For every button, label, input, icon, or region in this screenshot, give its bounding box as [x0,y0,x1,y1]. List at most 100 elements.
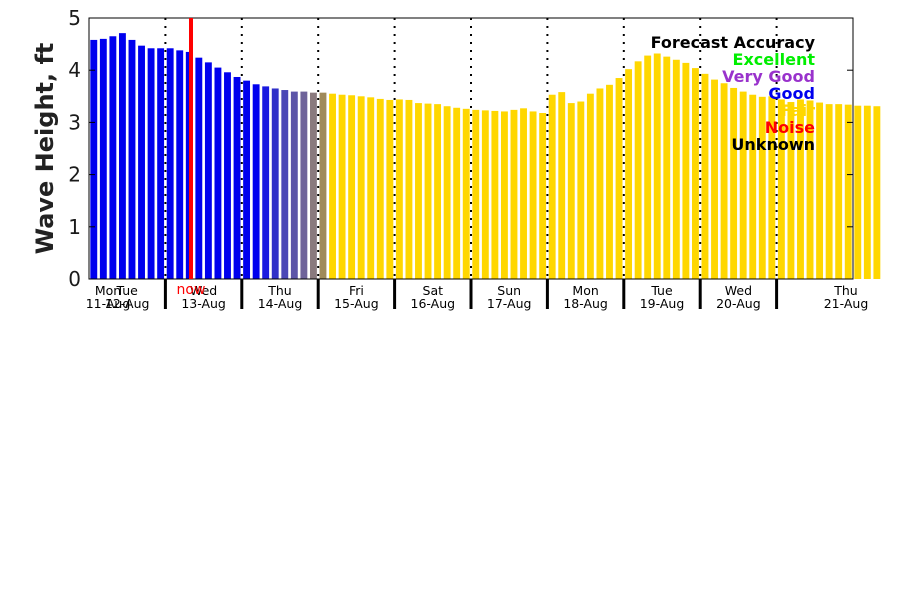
x-day-weekday-8: Tue [650,283,673,298]
bar-71 [768,96,776,279]
bar-72 [777,99,785,280]
bar-24 [319,92,327,280]
bar-51 [577,101,585,280]
x-day-weekday-3: Thu [267,283,291,298]
x-day-date-7: 18-Aug [563,296,608,311]
legend-item-good: Good [768,84,815,103]
bar-40 [472,109,480,280]
bar-45 [520,108,527,279]
bar-15 [233,76,241,280]
bar-80 [854,105,862,279]
bar-14 [224,72,231,279]
bar-11 [195,57,203,279]
bar-28 [357,96,365,279]
bar-9 [176,50,184,279]
bar-64 [701,73,709,279]
bar-5 [138,45,145,279]
x-day-weekday-7: Mon [572,283,598,298]
bar-68 [739,91,747,279]
bar-43 [500,111,508,279]
bar-31 [386,99,394,279]
bar-44 [510,109,518,280]
bar-2 [109,36,117,279]
bar-27 [348,95,356,279]
bar-35 [424,103,432,279]
y-axis-title: Wave Height, ft [31,43,59,255]
bar-69 [749,94,757,279]
bar-74 [797,99,804,280]
y-axis: 0 1 2 3 4 5 [68,6,853,291]
bar-20 [281,90,289,279]
x-day-date-10: 21-Aug [824,296,869,311]
bar-46 [529,111,537,279]
bar-41 [481,110,489,279]
bar-53 [596,88,604,279]
x-day-date-3: 14-Aug [258,296,303,311]
bar-79 [844,104,852,280]
bar-23 [309,92,317,280]
bar-61 [672,59,680,280]
bar-77 [825,104,833,279]
day-separators [164,18,778,279]
bar-73 [787,102,795,279]
bar-60 [663,56,671,279]
bar-78 [835,104,843,279]
x-day-date-9: 20-Aug [716,296,761,311]
x-day-weekday-6: Sun [497,283,521,298]
bar-47 [539,113,547,279]
bar-33 [405,99,413,279]
x-day-weekday-2: Wed [190,283,217,298]
x-day-weekday-10: Thu [833,283,857,298]
x-day-date-0: 11-Aug [86,296,131,311]
bar-81 [863,105,871,279]
x-day-date-2: 13-Aug [181,296,226,311]
bar-6 [147,48,155,279]
y-tick-label-1: 1 [68,215,81,239]
x-axis: Mon11-AugTue12-AugWed13-AugThu14-AugFri1… [86,279,869,311]
legend-item-unknown: Unknown [731,135,815,154]
bar-63 [691,68,699,279]
bar-12 [204,62,212,280]
bar-39 [462,108,470,279]
bar-55 [615,78,623,279]
bar-67 [730,87,738,279]
x-day-date-6: 17-Aug [487,296,532,311]
bar-65 [711,79,718,279]
bar-18 [262,86,270,279]
x-day-weekday-5: Sat [423,283,444,298]
bar-29 [367,97,375,279]
x-day-date-1: 12-Aug [105,296,150,311]
bar-50 [567,103,575,279]
bar-76 [816,102,824,279]
bar-group [90,33,881,280]
bar-42 [491,110,499,279]
y-tick-label-0: 0 [68,267,81,291]
bar-38 [453,107,461,279]
bar-22 [300,91,308,279]
y-tick-label-4: 4 [68,58,81,82]
bar-75 [806,100,814,279]
bar-49 [558,92,566,280]
bar-34 [415,103,422,279]
bar-3 [118,33,126,279]
bar-1 [99,38,107,279]
bar-13 [214,67,222,279]
bar-48 [548,94,556,279]
legend-item-fair: Fair [781,101,815,120]
x-day-weekday-9: Wed [725,283,752,298]
x-day-date-8: 19-Aug [640,296,685,311]
x-day-weekday-1: Tue [116,283,139,298]
x-day-date-5: 16-Aug [411,296,456,311]
x-day-weekday-4: Fri [349,283,364,298]
bar-54 [606,84,613,279]
bar-21 [290,91,298,279]
legend-item-noise: Noise [765,118,815,137]
bar-25 [329,93,336,279]
bar-30 [376,98,384,279]
y-tick-label-3: 3 [68,110,81,134]
bar-4 [128,39,136,279]
bar-62 [682,62,690,279]
y-tick-label-5: 5 [68,6,81,30]
